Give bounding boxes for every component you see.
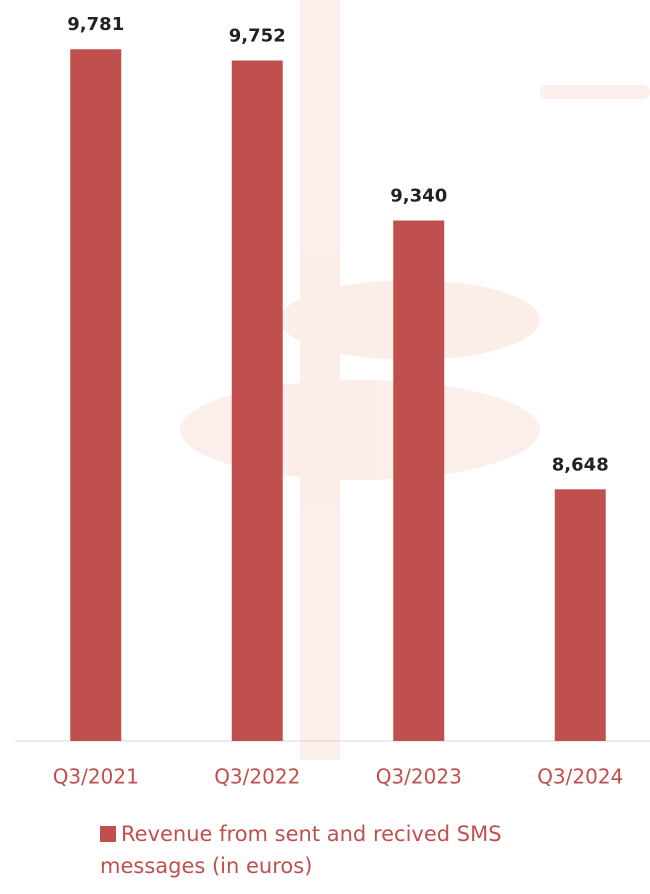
bar	[70, 49, 122, 741]
value-label: 8,648	[552, 454, 609, 475]
value-label: 9,752	[229, 25, 286, 46]
x-tick-label: Q3/2024	[537, 765, 623, 789]
x-tick-label: Q3/2021	[53, 765, 139, 789]
legend-label: Revenue from sent and recived SMS messag…	[100, 822, 502, 878]
value-label: 9,781	[67, 14, 124, 35]
bar	[554, 489, 606, 741]
value-label: 9,340	[390, 186, 447, 207]
x-tick-label: Q3/2023	[376, 765, 462, 789]
legend-swatch	[100, 826, 116, 842]
legend: Revenue from sent and recived SMS messag…	[100, 818, 600, 882]
bar	[231, 60, 283, 741]
x-tick-label: Q3/2022	[214, 765, 300, 789]
bar	[393, 220, 445, 741]
